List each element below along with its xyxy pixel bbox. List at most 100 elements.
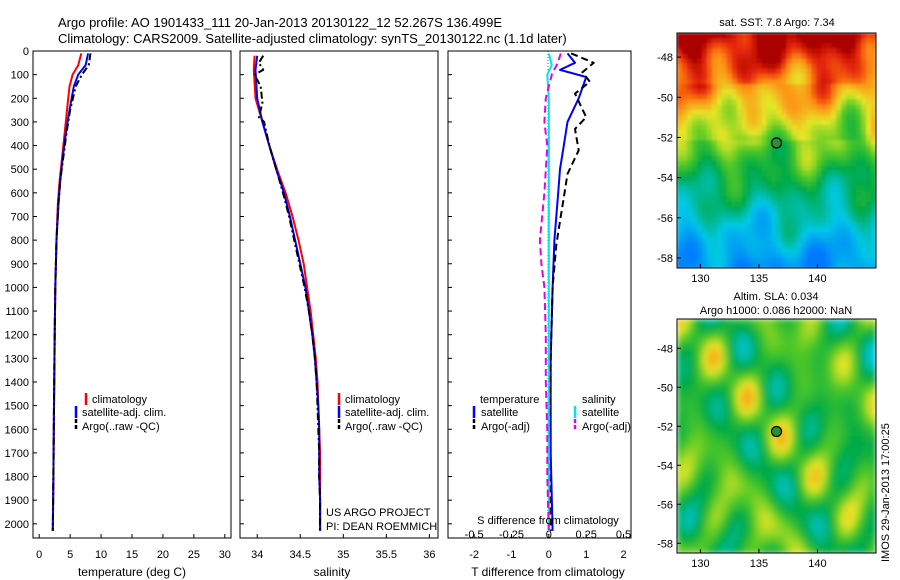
heatmap-cell: [766, 247, 773, 254]
heatmap-cell: [816, 33, 822, 39]
heatmap-cell: [796, 491, 802, 498]
heatmap-cell: [721, 466, 728, 473]
heatmap-cell: [677, 446, 683, 452]
heatmap-cell: [796, 364, 802, 371]
heatmap-cell: [861, 232, 867, 238]
heatmap-cell: [796, 466, 802, 473]
heatmap-cell: [791, 471, 797, 478]
heatmap-cell: [841, 181, 847, 187]
heatmap-cell: [801, 369, 807, 376]
heatmap-cell: [706, 451, 713, 457]
heatmap-cell: [801, 135, 807, 141]
heatmap-cell: [811, 38, 817, 44]
heatmap-cell: [776, 502, 783, 508]
heatmap-cell: [771, 497, 778, 503]
heatmap-cell: [856, 476, 862, 483]
heatmap-cell: [846, 211, 852, 218]
heatmap-cell: [826, 130, 832, 136]
heatmap-cell: [726, 94, 733, 101]
heatmap-cell: [801, 451, 807, 457]
heatmap-cell: [746, 160, 753, 167]
heatmap-cell: [841, 400, 847, 407]
heatmap-cell: [856, 160, 862, 167]
heatmap-cell: [741, 135, 748, 141]
heatmap-cell: [801, 385, 807, 391]
heatmap-cell: [677, 216, 683, 223]
heatmap-cell: [726, 415, 733, 422]
heatmap-cell: [731, 380, 738, 386]
heatmap-cell: [716, 170, 723, 177]
heatmap-cell: [851, 89, 857, 95]
heatmap-cell: [806, 165, 812, 172]
heatmap-cell: [771, 155, 778, 162]
heatmap-cell: [826, 33, 832, 39]
heatmap-cell: [746, 73, 753, 80]
heatmap-cell: [786, 145, 793, 152]
heatmap-cell: [791, 48, 797, 55]
heatmap-cell: [766, 130, 773, 136]
heatmap-cell: [766, 257, 773, 264]
heatmap-cell: [841, 242, 847, 249]
heatmap-cell: [816, 385, 822, 391]
heatmap-cell: [771, 73, 778, 80]
heatmap-cell: [741, 415, 748, 422]
heatmap-cell: [741, 344, 748, 351]
heatmap-cell: [791, 176, 797, 182]
heatmap-cell: [771, 242, 778, 249]
heatmap-cell: [851, 334, 857, 340]
heatmap-cell: [731, 466, 738, 473]
heatmap-cell: [831, 456, 837, 463]
heatmap-cell: [686, 502, 693, 508]
heatmap-cell: [751, 191, 758, 198]
heatmap-cell: [706, 329, 713, 335]
heatmap-cell: [746, 176, 753, 182]
heatmap-cell: [696, 486, 703, 493]
heatmap-cell: [806, 242, 812, 249]
heatmap-cell: [746, 124, 753, 131]
heatmap-cell: [841, 201, 847, 208]
heatmap-cell: [801, 170, 807, 177]
heatmap-cell: [776, 512, 783, 518]
heatmap-cell: [821, 466, 827, 473]
heatmap-cell: [736, 481, 743, 488]
heatmap-cell: [681, 257, 688, 264]
heatmap-cell: [741, 216, 748, 223]
heatmap-cell: [677, 430, 683, 437]
heatmap-cell: [866, 114, 872, 121]
heatmap-cell: [686, 324, 693, 330]
heatmap-cell: [871, 232, 876, 238]
heatmap-cell: [821, 84, 827, 90]
heatmap-cell: [756, 374, 763, 381]
heatmap-cell: [711, 405, 718, 412]
heatmap-cell: [716, 344, 723, 351]
heatmap-cell: [836, 542, 842, 549]
heatmap-cell: [746, 119, 753, 126]
heatmap-cell: [871, 191, 876, 198]
heatmap-cell: [871, 135, 876, 141]
heatmap-cell: [791, 512, 797, 518]
heatmap-cell: [756, 512, 763, 518]
heatmap-cell: [866, 390, 872, 396]
heatmap-cell: [681, 446, 688, 452]
heatmap-cell: [677, 206, 683, 213]
heatmap-cell: [841, 532, 847, 539]
heatmap-cell: [677, 349, 683, 356]
heatmap-cell: [841, 461, 847, 468]
heatmap-cell: [681, 425, 688, 432]
heatmap-cell: [761, 415, 768, 422]
heatmap-cell: [716, 400, 723, 407]
heatmap-cell: [836, 48, 842, 55]
heatmap-cell: [711, 94, 718, 101]
heatmap-cell: [776, 319, 783, 325]
heatmap-cell: [791, 319, 797, 325]
heatmap-cell: [826, 436, 832, 442]
heatmap-cell: [821, 481, 827, 488]
heatmap-cell: [677, 43, 683, 49]
heatmap-cell: [776, 517, 783, 524]
heatmap-cell: [716, 380, 723, 386]
heatmap-cell: [816, 420, 822, 427]
heatmap-cell: [871, 94, 876, 101]
heatmap-cell: [696, 130, 703, 136]
heatmap-cell: [781, 114, 788, 121]
heatmap-cell: [796, 155, 802, 162]
